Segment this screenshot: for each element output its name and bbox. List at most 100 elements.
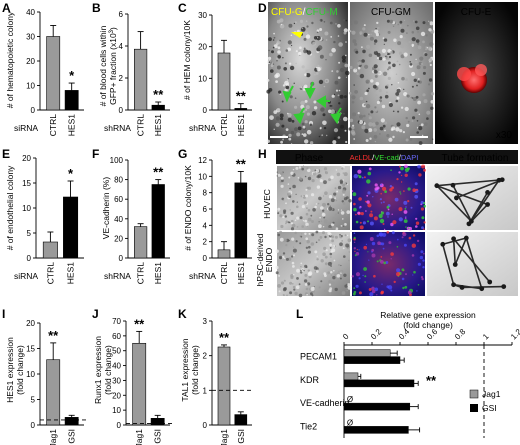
- fluor-texture-2: [351, 230, 425, 297]
- tube-node: [485, 202, 490, 207]
- cell: [429, 21, 434, 26]
- cell: [369, 292, 374, 297]
- cell: [422, 71, 426, 75]
- y-tick-label: 20: [198, 43, 207, 52]
- panel-b-ylabel-line2: GFP+ fraction (x103): [108, 27, 118, 105]
- tube-formation-header: Tube formation: [442, 153, 509, 164]
- y-tick-label: 40: [112, 362, 121, 371]
- cell: [366, 194, 369, 197]
- cell: [383, 38, 388, 42]
- y-tick-label: 80: [114, 176, 123, 185]
- cell: [376, 100, 380, 105]
- panel-h-micrographs: Phase AcLDL/VE-cad/DAPI Tube formation H…: [255, 150, 518, 298]
- y-tick-label: 2: [203, 238, 208, 247]
- cell: [375, 94, 378, 96]
- cell: [353, 202, 356, 206]
- cell: [306, 207, 308, 210]
- cell: [279, 175, 282, 177]
- cell: [294, 21, 297, 24]
- cell: [388, 137, 393, 142]
- cell: [374, 287, 379, 292]
- cell: [384, 129, 386, 132]
- chart-panel-l: Relative gene expression(fold change) 0 0.…: [300, 310, 520, 438]
- cell: [292, 184, 296, 189]
- bar: [46, 36, 61, 111]
- cell: [346, 234, 349, 237]
- cell: [280, 140, 283, 144]
- cell: [287, 78, 290, 80]
- cell: [425, 34, 428, 37]
- cell: [322, 252, 326, 256]
- cell: [415, 217, 418, 220]
- cell: [401, 76, 405, 81]
- cell: [430, 92, 435, 96]
- cell: [328, 178, 331, 182]
- cell: [368, 87, 370, 90]
- cell: [420, 250, 424, 254]
- panel-letter-e: E: [2, 147, 10, 161]
- cell: [317, 37, 319, 39]
- cell: [315, 72, 319, 75]
- category-label: CTRL: [219, 262, 229, 284]
- cell: [311, 193, 315, 197]
- cell: [302, 125, 306, 129]
- cell: [416, 84, 418, 87]
- cell: [335, 227, 339, 231]
- cell: [275, 122, 280, 127]
- cell: [311, 179, 315, 183]
- cell: [316, 258, 319, 261]
- cell: [281, 124, 285, 128]
- cell: [415, 26, 420, 31]
- cell: [412, 97, 417, 101]
- cell: [291, 223, 296, 228]
- panel-b-ylabel-line1: # of blood cells within: [98, 25, 108, 106]
- cell: [277, 233, 281, 237]
- cell: [318, 196, 322, 201]
- significance-marker: *: [68, 166, 74, 181]
- cell: [276, 40, 281, 45]
- cell: [368, 116, 372, 120]
- cell: [411, 37, 416, 42]
- legend-label: Jag1: [482, 389, 501, 399]
- cell: [426, 117, 429, 120]
- y-tick-label: 10: [198, 74, 207, 83]
- cell: [288, 176, 291, 179]
- x-tick-label: 0.8: [453, 327, 468, 342]
- cell: [369, 137, 372, 140]
- cell: [397, 238, 399, 241]
- category-label: HES1: [66, 262, 76, 284]
- cell: [303, 201, 307, 205]
- cell: [368, 113, 370, 116]
- cell: [280, 184, 284, 188]
- bar: [343, 402, 411, 411]
- cell: [354, 254, 357, 257]
- cell: [290, 219, 294, 223]
- cell: [273, 36, 276, 39]
- cell: [306, 25, 309, 28]
- cell: [379, 126, 384, 131]
- cell: [337, 185, 342, 190]
- cell: [305, 69, 309, 73]
- cell: [278, 274, 281, 277]
- bar: [64, 90, 79, 111]
- cell: [362, 274, 364, 277]
- cell: [344, 284, 348, 288]
- cell: [303, 37, 307, 41]
- cell: [419, 255, 424, 260]
- bar: [343, 372, 359, 381]
- cell: [285, 222, 287, 225]
- cell: [404, 164, 408, 168]
- cell: [276, 175, 278, 177]
- cell: [334, 273, 337, 277]
- cell: [336, 70, 339, 73]
- panel-letter-i: I: [2, 307, 5, 321]
- cell: [395, 73, 398, 76]
- cell: [380, 202, 383, 204]
- cell: [358, 206, 361, 209]
- cell: [330, 36, 333, 38]
- cell: [425, 21, 430, 26]
- cell: [422, 259, 425, 262]
- cell: [329, 292, 332, 295]
- cell: [288, 62, 292, 65]
- cell: [287, 47, 291, 52]
